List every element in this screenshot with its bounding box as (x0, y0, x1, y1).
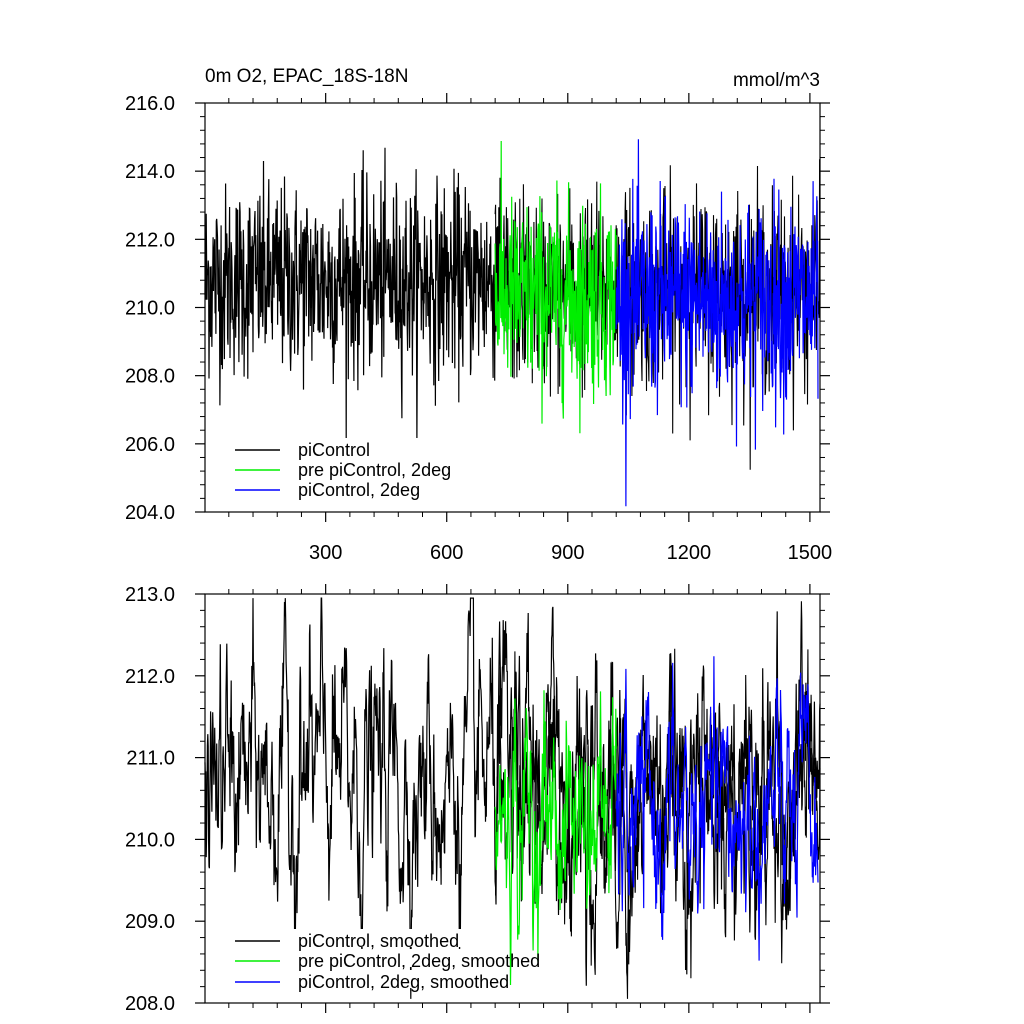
y-tick-label: 206.0 (125, 434, 175, 456)
legend-label: pre piControl, 2deg (298, 460, 451, 480)
top-x-tick-labels: 300 600 900 1200 1500 (309, 542, 832, 564)
top-y-tick-labels: 204.0 206.0 208.0 210.0 212.0 214.0 216.0 (125, 93, 175, 524)
y-tick-label: 214.0 (125, 161, 175, 183)
top-series-group (204, 139, 821, 507)
legend-label: pre piControl, 2deg, smoothed (298, 951, 540, 971)
y-tick-label: 210.0 (125, 829, 175, 851)
series-line-top-0 (204, 147, 496, 447)
series-line-top-1 (494, 140, 617, 434)
legend-label: piControl, 2deg (298, 480, 420, 500)
series-line-bottom-1 (494, 690, 617, 986)
series-line-bottom-2 (615, 656, 819, 961)
y-tick-label: 211.0 (126, 748, 175, 770)
x-tick-label: 1500 (788, 542, 833, 564)
y-tick-label: 210.0 (125, 298, 175, 320)
top-ticks (195, 93, 830, 522)
legend-bg (232, 970, 482, 988)
y-tick-label: 208.0 (125, 993, 175, 1015)
y-tick-label: 212.0 (125, 666, 175, 688)
chart-title: 0m O2, EPAC_18S-18N (205, 66, 408, 87)
legend-bg (232, 438, 482, 456)
bottom-series-group (204, 597, 821, 999)
bottom-y-tick-labels: 208.0 209.0 210.0 211.0 212.0 213.0 (125, 584, 175, 1015)
x-tick-label: 1200 (667, 542, 712, 564)
y-tick-label: 204.0 (125, 502, 175, 524)
legend-bg (232, 478, 482, 496)
series-line-top-2 (615, 139, 819, 507)
top-panel: 0m O2, EPAC_18S-18N mmol/m^3 204.0206.02… (125, 66, 832, 564)
y-tick-label: 213.0 (125, 584, 175, 606)
x-tick-label: 600 (430, 542, 463, 564)
units-label: mmol/m^3 (733, 70, 820, 91)
x-tick-label: 300 (309, 542, 342, 564)
y-tick-label: 209.0 (125, 911, 175, 933)
bottom-plot-frame (204, 593, 821, 1004)
y-tick-label: 212.0 (125, 229, 175, 251)
legend-bg (232, 949, 482, 967)
legend-bg (232, 458, 482, 476)
bottom-ticks (195, 584, 830, 1013)
x-tick-label: 900 (551, 542, 584, 564)
legend-label: piControl (298, 440, 370, 460)
legend-label: piControl, 2deg, smoothed (298, 972, 509, 992)
bottom-panel: 208.0 209.0 210.0 211.0 212.0 213.0 piControl… (125, 584, 830, 1015)
y-tick-label: 208.0 (125, 366, 175, 388)
legend-bg (232, 929, 482, 947)
y-tick-label: 216.0 (125, 93, 175, 115)
legend-label: piControl, smoothed (298, 931, 459, 951)
